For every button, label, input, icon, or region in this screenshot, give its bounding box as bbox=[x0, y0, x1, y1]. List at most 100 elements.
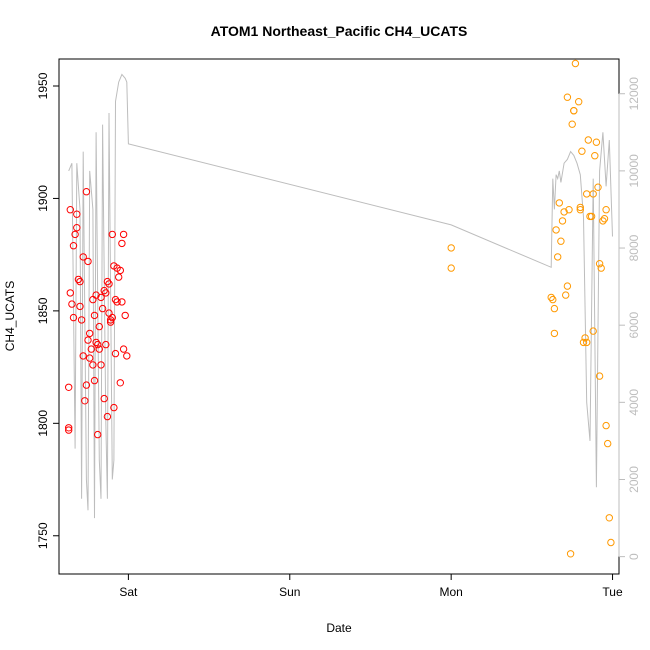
scatter-point-series-2 bbox=[563, 282, 572, 290]
scatter-point-series-2 bbox=[602, 421, 610, 430]
scatter-point-series-1 bbox=[74, 275, 83, 284]
scatter-point-series-2 bbox=[589, 327, 597, 335]
scatter-point-series-1 bbox=[65, 426, 73, 434]
scatter-point-series-2 bbox=[583, 190, 591, 198]
scatter-point-series-1 bbox=[102, 289, 110, 297]
scatter-point-series-1 bbox=[69, 242, 78, 250]
scatter-point-series-1 bbox=[100, 394, 108, 403]
scatter-point-series-2 bbox=[579, 338, 588, 347]
scatter-point-series-1 bbox=[82, 381, 91, 389]
scatter-point-series-2 bbox=[575, 98, 583, 106]
scatter-point-series-2 bbox=[587, 212, 596, 221]
scatter-point-series-1 bbox=[66, 289, 75, 297]
scatter-point-series-1 bbox=[118, 239, 126, 248]
scatter-point-series-1 bbox=[77, 316, 86, 324]
scatter-point-series-1 bbox=[111, 349, 120, 358]
scatter-point-series-1 bbox=[119, 230, 128, 239]
y2-tick-label: 2000 bbox=[627, 466, 641, 493]
scatter-point-series-1 bbox=[69, 313, 78, 322]
scatter-point-series-1 bbox=[94, 340, 102, 349]
scatter-point-series-2 bbox=[547, 293, 555, 302]
scatter-point-series-1 bbox=[89, 361, 97, 369]
scatter-point-series-1 bbox=[108, 313, 117, 322]
scatter-point-series-2 bbox=[565, 206, 573, 214]
points-layer bbox=[65, 59, 615, 558]
scatter-point-series-1 bbox=[76, 277, 84, 286]
scatter-point-series-1 bbox=[113, 264, 121, 272]
scatter-point-series-1 bbox=[102, 340, 110, 349]
x-axis-label: Date bbox=[326, 621, 352, 635]
scatter-point-series-2 bbox=[562, 291, 570, 299]
scatter-point-series-2 bbox=[576, 206, 584, 214]
scatter-point-series-1 bbox=[92, 291, 100, 299]
y-axis-label: CH4_UCATS bbox=[3, 281, 17, 351]
scatter-point-series-2 bbox=[597, 264, 605, 272]
scatter-point-series-1 bbox=[87, 345, 96, 353]
scatter-point-series-1 bbox=[97, 361, 105, 369]
scatter-point-series-2 bbox=[607, 538, 615, 547]
scatter-point-series-2 bbox=[557, 237, 565, 245]
scatter-point-series-1 bbox=[95, 345, 104, 353]
scatter-point-series-1 bbox=[92, 338, 100, 347]
scatter-point-series-2 bbox=[581, 334, 589, 342]
y2-tick-label: 4000 bbox=[627, 389, 641, 416]
scatter-point-series-2 bbox=[576, 203, 584, 212]
scatter-point-series-1 bbox=[106, 318, 115, 326]
scatter-point-series-2 bbox=[550, 329, 559, 338]
scatter-point-series-2 bbox=[552, 226, 560, 234]
scatter-point-series-2 bbox=[595, 260, 604, 268]
scatter-point-series-2 bbox=[578, 147, 586, 155]
scatter-point-series-1 bbox=[106, 316, 115, 324]
line-layer bbox=[68, 73, 613, 519]
y-tick-label: 1850 bbox=[36, 297, 50, 324]
scatter-point-series-1 bbox=[84, 336, 92, 344]
scatter-point-series-1 bbox=[123, 352, 131, 360]
scatter-point-series-1 bbox=[76, 302, 84, 311]
scatter-point-series-2 bbox=[602, 206, 610, 214]
scatter-point-series-2 bbox=[570, 107, 578, 115]
scatter-point-series-1 bbox=[111, 295, 120, 304]
scatter-point-series-2 bbox=[604, 439, 612, 448]
y2-tick-label: 8000 bbox=[627, 234, 641, 261]
scatter-point-series-1 bbox=[94, 430, 102, 439]
scatter-point-series-2 bbox=[589, 190, 597, 198]
scatter-point-series-2 bbox=[599, 217, 607, 225]
x-tick-label: Sat bbox=[119, 585, 138, 599]
x-tick-label: Tue bbox=[602, 585, 623, 599]
scatter-point-series-1 bbox=[119, 345, 128, 353]
scatter-point-series-1 bbox=[100, 286, 108, 295]
scatter-point-series-1 bbox=[90, 376, 99, 385]
scatter-point-series-2 bbox=[594, 183, 602, 191]
scatter-point-series-1 bbox=[65, 383, 73, 391]
scatter-point-series-1 bbox=[73, 224, 81, 232]
scatter-point-series-2 bbox=[447, 244, 455, 252]
scatter-point-series-1 bbox=[79, 352, 87, 360]
scatter-point-series-1 bbox=[98, 304, 107, 313]
scatter-point-series-1 bbox=[108, 230, 117, 239]
y-tick-label: 1750 bbox=[36, 522, 50, 549]
scatter-point-series-1 bbox=[103, 277, 112, 286]
x-axis: Sat Sun Mon Tue bbox=[119, 574, 623, 599]
scatter-point-series-2 bbox=[558, 217, 567, 225]
y-axis-right: 0 2000 4000 6000 8000 10000 12000 bbox=[618, 77, 641, 560]
scatter-point-series-1 bbox=[71, 230, 79, 239]
y2-tick-label: 12000 bbox=[627, 77, 641, 111]
y2-tick-label: 0 bbox=[627, 553, 641, 560]
scatter-point-series-2 bbox=[584, 136, 592, 144]
y-tick-label: 1950 bbox=[36, 72, 50, 99]
scatter-point-series-2 bbox=[605, 514, 613, 522]
scatter-point-series-1 bbox=[66, 206, 75, 214]
scatter-point-series-2 bbox=[591, 152, 599, 160]
scatter-point-series-2 bbox=[563, 93, 572, 101]
scatter-point-series-1 bbox=[68, 300, 76, 308]
scatter-point-series-2 bbox=[600, 215, 609, 223]
scatter-point-series-1 bbox=[105, 280, 113, 288]
scatter-point-series-1 bbox=[115, 273, 123, 281]
scatter-point-series-2 bbox=[571, 59, 580, 68]
y-tick-label: 1900 bbox=[36, 185, 50, 212]
scatter-point-series-2 bbox=[447, 264, 455, 272]
scatter-point-series-1 bbox=[65, 424, 73, 432]
x-tick-label: Mon bbox=[439, 585, 462, 599]
plot-frame bbox=[58, 58, 620, 575]
scatter-point-series-1 bbox=[86, 329, 94, 338]
